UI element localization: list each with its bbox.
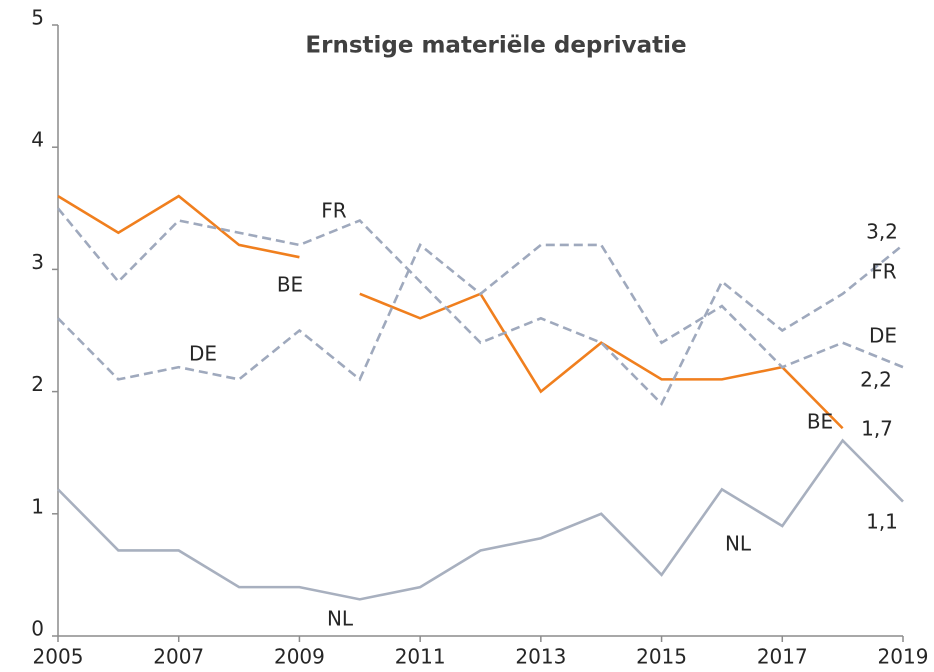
series-line bbox=[57, 194, 300, 259]
series-line bbox=[57, 242, 904, 382]
x-tick-label: 2019 bbox=[878, 645, 929, 669]
y-tick-label: 3 bbox=[31, 250, 44, 274]
value-label: 1,7 bbox=[861, 417, 893, 441]
series-label: NL bbox=[327, 607, 354, 631]
series-label: FR bbox=[321, 199, 347, 223]
chart-title: Ernstige materiële deprivatie bbox=[305, 33, 686, 59]
series-label: BE bbox=[807, 410, 833, 434]
x-tick-label: 2013 bbox=[515, 645, 566, 669]
value-label: 1,1 bbox=[866, 510, 898, 534]
x-tick-label: 2011 bbox=[395, 645, 446, 669]
y-tick-label: 5 bbox=[31, 6, 44, 30]
series-line bbox=[57, 438, 904, 601]
x-tick-label: 2017 bbox=[757, 645, 808, 669]
series-label: DE bbox=[189, 342, 217, 366]
x-tick-label: 2015 bbox=[636, 645, 687, 669]
series-line bbox=[56, 207, 904, 407]
value-label: 2,2 bbox=[860, 368, 892, 392]
series-label: DE bbox=[869, 324, 897, 348]
series-label: FR bbox=[871, 260, 897, 284]
x-tick-label: 2005 bbox=[33, 645, 84, 669]
value-label: 3,2 bbox=[866, 220, 898, 244]
y-tick-label: 1 bbox=[31, 494, 44, 518]
y-tick-label: 0 bbox=[31, 617, 44, 641]
series-label: NL bbox=[725, 532, 752, 556]
y-tick-label: 4 bbox=[31, 128, 44, 152]
series-line bbox=[359, 292, 844, 430]
x-tick-label: 2009 bbox=[274, 645, 325, 669]
y-tick-label: 2 bbox=[31, 372, 44, 396]
series-label: BE bbox=[277, 273, 303, 297]
x-tick-label: 2007 bbox=[153, 645, 204, 669]
